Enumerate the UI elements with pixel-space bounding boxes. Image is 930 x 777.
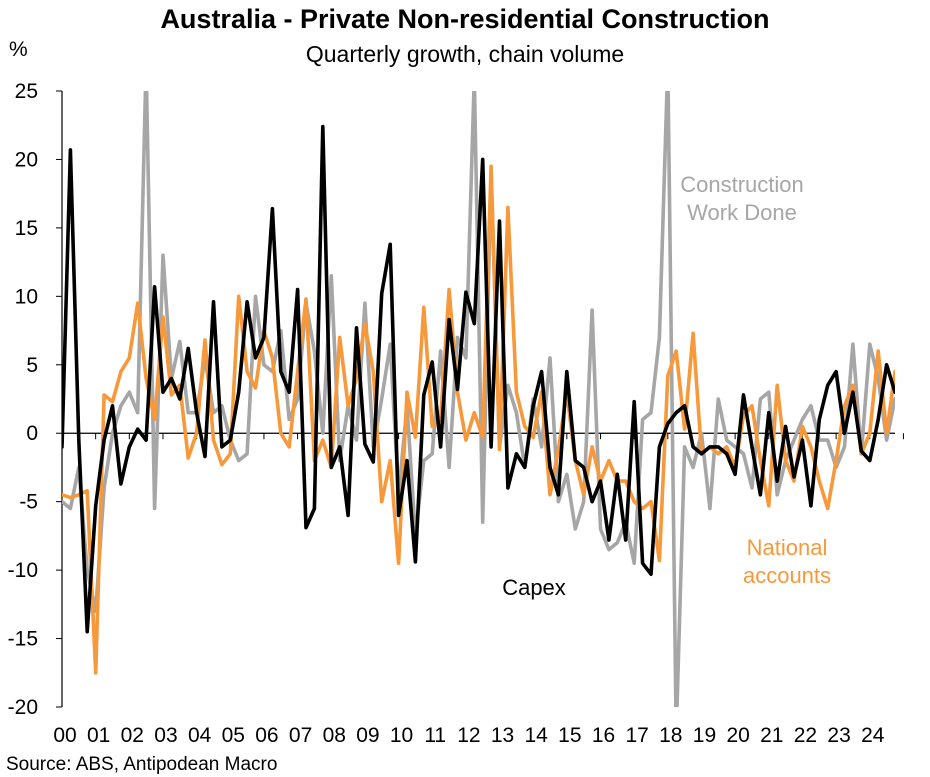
x-tick-label: 12	[457, 724, 480, 747]
y-tick-label: -20	[8, 696, 38, 719]
series-lines	[62, 91, 895, 707]
annotation-capex: Capex	[502, 575, 566, 600]
x-tick-label: 10	[390, 724, 413, 747]
x-tick-label: 01	[87, 724, 110, 747]
series-line-capex	[62, 124, 895, 634]
x-tick-label: 17	[625, 724, 648, 747]
series-annotations: Construction Work Done National accounts Cap…	[502, 172, 831, 600]
x-tick-label: 13	[491, 724, 514, 747]
y-tick-label: -10	[8, 559, 38, 582]
y-tick-label: 5	[26, 354, 38, 377]
source-note: Source: ABS, Antipodean Macro	[6, 754, 277, 775]
x-tick-label: 16	[592, 724, 615, 747]
x-tick-label: 11	[424, 724, 446, 747]
x-tick-label: 04	[188, 724, 212, 747]
y-tick-label: -15	[8, 628, 38, 651]
x-tick-label: 15	[558, 724, 581, 747]
annotation-national: accounts	[743, 563, 831, 588]
y-axis: 25 20 15 10 5 0 -5 -10 -15 -20	[8, 80, 63, 719]
y-tick-label: 10	[15, 285, 38, 308]
chart-subtitle: Quarterly growth, chain volume	[306, 41, 624, 67]
x-tick-label: 03	[154, 724, 177, 747]
x-tick-label: 08	[323, 724, 346, 747]
series-line-work-done	[62, 91, 895, 707]
chart-title: Australia - Private Non-residential Cons…	[160, 4, 769, 34]
annotation-national: National	[747, 535, 828, 560]
y-tick-label: 20	[15, 148, 38, 171]
x-tick-label: 02	[121, 724, 144, 747]
x-tick-label: 21	[760, 724, 783, 747]
x-tick-label: 24	[861, 724, 885, 747]
x-tick-label: 06	[255, 724, 278, 747]
y-tick-label: 25	[15, 80, 38, 103]
x-tick-label: 07	[289, 724, 312, 747]
y-axis-unit-label: %	[9, 38, 28, 61]
x-tick-label: 05	[222, 724, 245, 747]
annotation-work-done: Work Done	[687, 200, 797, 225]
x-tick-label: 14	[525, 724, 549, 747]
x-tick-label: 20	[726, 724, 749, 747]
x-tick-label: 23	[827, 724, 850, 747]
y-tick-label: 0	[26, 422, 38, 445]
x-tick-label: 22	[794, 724, 817, 747]
x-tick-label: 00	[53, 724, 76, 747]
y-tick-label: -5	[19, 491, 38, 514]
x-tick-label: 09	[356, 724, 379, 747]
x-tick-label: 19	[693, 724, 716, 747]
y-tick-label: 15	[15, 217, 38, 240]
annotation-work-done: Construction	[680, 172, 804, 197]
x-tick-label: 18	[659, 724, 682, 747]
